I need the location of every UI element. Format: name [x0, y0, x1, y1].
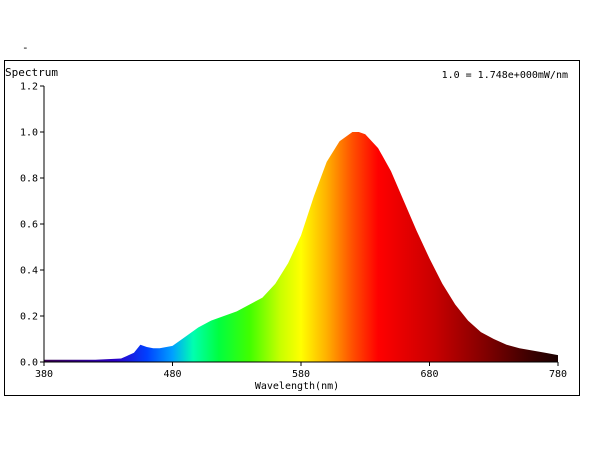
chart-frame	[4, 60, 580, 396]
scale-note: 1.0 = 1.748e+000mW/nm	[442, 70, 568, 81]
x-tick-group: 380 480 580 680 780	[35, 362, 567, 380]
x-tick-label: 680	[420, 369, 438, 380]
y-tick-group: 0.0 0.2 0.4 0.6 0.8 1.0 1.2	[20, 82, 44, 369]
x-axis-label: Wavelength(nm)	[255, 381, 339, 392]
y-tick-label: 0.8	[20, 174, 38, 185]
x-tick-label: 580	[292, 369, 310, 380]
x-tick-label: 480	[163, 369, 181, 380]
spectrum-area	[44, 132, 558, 362]
chart-title: Spectrum	[5, 66, 58, 79]
y-tick-label: 0.6	[20, 220, 38, 231]
x-tick-label: 780	[549, 369, 567, 380]
y-tick-label: 0.2	[20, 312, 38, 323]
y-tick-label: 0.4	[20, 266, 38, 277]
stray-mark: -	[22, 41, 29, 54]
y-tick-label: 1.2	[20, 82, 38, 93]
y-tick-label: 0.0	[20, 358, 38, 369]
x-tick-label: 380	[35, 369, 53, 380]
y-tick-label: 1.0	[20, 128, 38, 139]
